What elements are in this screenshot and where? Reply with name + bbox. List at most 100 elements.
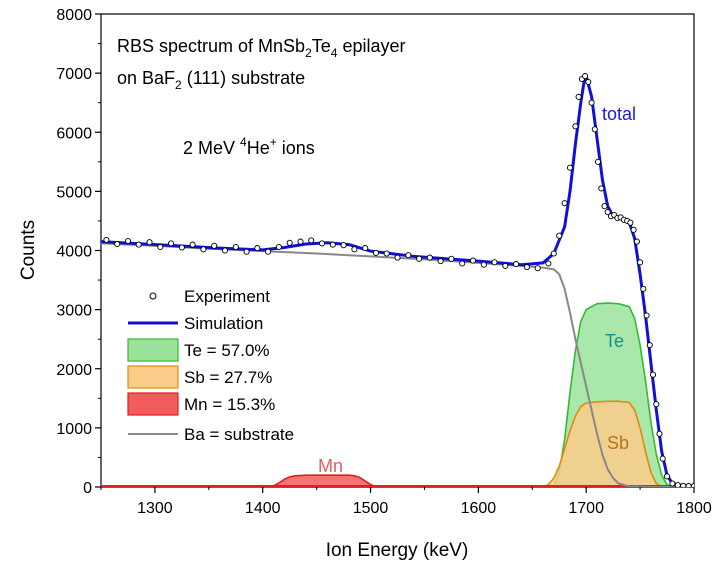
experiment-point xyxy=(157,243,164,251)
x-tick-label: 1500 xyxy=(353,500,389,517)
x-axis-label: Ion Energy (keV) xyxy=(326,540,469,561)
legend-simulation-label: Simulation xyxy=(184,314,263,333)
experiment-point xyxy=(588,99,595,106)
experiment-point xyxy=(550,250,557,257)
experiment-point xyxy=(178,244,185,251)
mn-label: Mn xyxy=(318,456,343,476)
experiment-point xyxy=(598,185,605,192)
experiment-point xyxy=(308,237,315,244)
experiment-point xyxy=(135,241,142,248)
y-tick-label: 4000 xyxy=(56,244,92,261)
legend-experiment-label: Experiment xyxy=(184,287,270,306)
experiment-point xyxy=(405,252,412,259)
experiment-point xyxy=(649,371,657,378)
experiment-point xyxy=(200,246,207,253)
experiment-point xyxy=(318,240,326,247)
x-tick-label: 1300 xyxy=(137,500,173,517)
substrate-line xyxy=(101,242,694,487)
te-label: Te xyxy=(605,331,624,351)
experiment-point xyxy=(630,226,637,233)
experiment-point xyxy=(643,312,650,319)
experiment-point xyxy=(416,255,423,262)
y-tick-label: 2000 xyxy=(56,362,92,379)
experiment-point xyxy=(523,264,530,271)
experiment-point xyxy=(146,239,153,246)
experiment-point xyxy=(513,261,520,268)
legend-sb-swatch xyxy=(127,365,179,389)
experiment-point xyxy=(394,254,401,261)
experiment-point xyxy=(286,239,293,246)
experiment-point xyxy=(469,257,477,264)
title1-main: RBS spectrum of MnSb xyxy=(117,36,305,56)
experiment-point xyxy=(168,240,175,247)
title1-sub2: 4 xyxy=(331,46,338,60)
experiment-point xyxy=(659,455,666,462)
experiment-point xyxy=(633,238,640,245)
sb-label: Sb xyxy=(607,433,629,453)
experiment-point xyxy=(685,483,692,487)
y-axis-ticks: 0 1000 2000 3000 4000 5000 6000 7000 8000 xyxy=(56,7,101,497)
beam-tail: ions xyxy=(277,138,315,158)
title2-tail: (111) substrate xyxy=(182,68,305,88)
title2-main: on BaF xyxy=(117,68,175,88)
y-tick-label: 7000 xyxy=(56,66,92,83)
experiment-point xyxy=(561,200,568,207)
experiment-point xyxy=(502,262,509,269)
total-label: total xyxy=(602,104,636,124)
experiment-points xyxy=(103,73,694,487)
experiment-point xyxy=(680,482,687,487)
experiment-point xyxy=(669,480,676,487)
title1-sub1: 2 xyxy=(305,46,312,60)
experiment-point xyxy=(103,236,110,243)
experiment-point xyxy=(265,248,272,255)
beam-sup1: 4 xyxy=(240,135,247,149)
x-tick-label: 1700 xyxy=(568,500,604,517)
experiment-point xyxy=(114,240,121,248)
experiment-point xyxy=(656,430,663,437)
experiment-point xyxy=(340,242,347,249)
experiment-point xyxy=(211,242,218,249)
y-tick-label: 5000 xyxy=(56,184,92,201)
experiment-point xyxy=(426,254,433,261)
y-tick-label: 8000 xyxy=(56,7,92,24)
y-tick-label: 0 xyxy=(83,480,92,497)
experiment-point xyxy=(297,238,304,245)
experiment-point xyxy=(448,255,455,262)
experiment-point xyxy=(690,483,694,487)
experiment-point xyxy=(275,243,282,251)
experiment-point xyxy=(534,265,541,272)
beam-sup2: + xyxy=(270,135,277,149)
experiment-point xyxy=(362,245,369,252)
y-tick-label: 3000 xyxy=(56,303,92,320)
experiment-point xyxy=(545,260,552,267)
experiment-point xyxy=(601,203,608,210)
experiment-point xyxy=(640,285,647,292)
experiment-point xyxy=(124,237,132,245)
experiment-point xyxy=(189,241,196,248)
x-tick-label: 1400 xyxy=(245,500,281,517)
title2-sub: 2 xyxy=(175,78,182,92)
y-axis-label: Counts xyxy=(18,220,39,280)
experiment-point xyxy=(556,232,563,239)
experiment-point xyxy=(637,259,644,266)
legend-te-swatch xyxy=(127,338,179,362)
experiment-point xyxy=(582,73,589,80)
title1-mid: Te xyxy=(312,36,331,56)
experiment-point xyxy=(221,247,229,254)
experiment-point xyxy=(372,249,379,256)
experiment-point xyxy=(566,164,574,171)
experiment-point xyxy=(591,126,598,133)
experiment-point xyxy=(329,241,336,248)
experiment-point xyxy=(243,248,250,255)
beam-mid: He xyxy=(247,138,270,158)
legend-te-label: Te = 57.0% xyxy=(184,341,270,360)
legend-mn-label: Mn = 15.3% xyxy=(184,395,275,414)
legend-sb-label: Sb = 27.7% xyxy=(184,368,272,387)
beam-pre: 2 MeV xyxy=(183,138,240,158)
annotation-title-line1: RBS spectrum of MnSb2Te4 epilayer xyxy=(117,36,406,60)
experiment-point xyxy=(646,342,653,349)
experiment-point xyxy=(594,158,602,165)
experiment-point xyxy=(480,261,487,268)
experiment-point xyxy=(491,259,498,266)
